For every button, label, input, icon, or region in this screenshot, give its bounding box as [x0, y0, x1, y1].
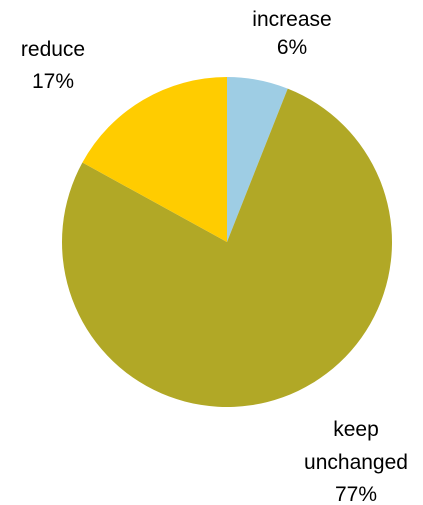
svg-text:77%: 77% [335, 483, 377, 505]
svg-text:17%: 17% [32, 70, 74, 93]
svg-text:6%: 6% [277, 36, 307, 59]
slice-label-keep-unchanged-percent: 77% [335, 483, 377, 505]
svg-text:reduce: reduce [21, 38, 85, 61]
slice-label-increase-name: increase [252, 8, 331, 31]
slice-label-keep-unchanged-name-line1: keep [333, 418, 379, 441]
svg-text:unchanged: unchanged [304, 451, 408, 474]
pie-slice-keep-unchanged [61, 88, 392, 408]
pie-slices [61, 77, 392, 408]
slice-label-keep-unchanged: keep unchanged 77% [304, 418, 408, 505]
pie-slice-reduce [82, 77, 227, 242]
slice-label-reduce: reduce 17% [21, 38, 85, 93]
slice-label-keep-unchanged-name-line2: unchanged [304, 451, 408, 474]
svg-text:keep: keep [333, 418, 379, 441]
pie-slice-increase [227, 77, 288, 242]
slice-label-reduce-percent: 17% [32, 70, 74, 93]
svg-text:increase: increase [252, 8, 331, 31]
slice-label-reduce-name: reduce [21, 38, 85, 61]
slice-label-increase-percent: 6% [277, 36, 307, 59]
slice-label-increase: increase 6% [252, 8, 331, 59]
